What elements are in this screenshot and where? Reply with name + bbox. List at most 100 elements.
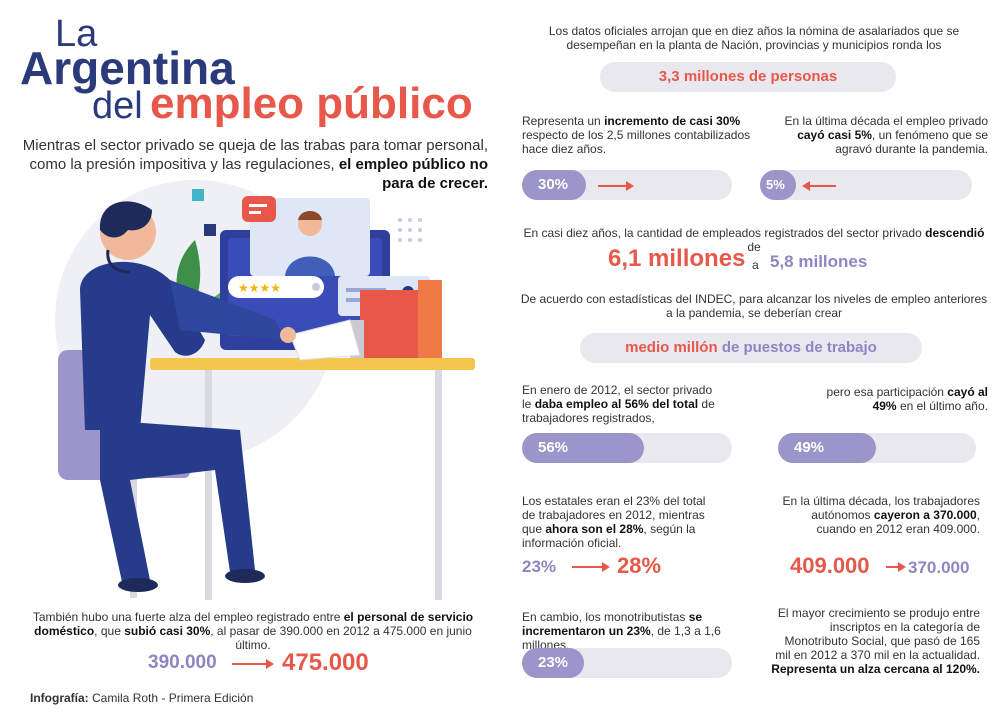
deco-square-teal xyxy=(192,189,204,201)
state-text-b: ahora son el 28% xyxy=(545,522,644,536)
monotax-text-b: se incrementaron un 23% xyxy=(522,610,703,638)
medio-millon-a: medio millón xyxy=(625,339,718,356)
indec-text: De acuerdo con estadísticas del INDEC, p… xyxy=(520,292,988,320)
medio-millon-label: medio millón de puestos de trabajo xyxy=(580,333,922,363)
man-hand xyxy=(280,327,296,343)
title-del: del xyxy=(92,85,143,127)
medio-millon-pill: medio millón de puestos de trabajo xyxy=(580,333,922,363)
increment-text-a: Representa un xyxy=(522,114,601,128)
domestic-text-e: , al pasar de 390.000 en 2012 a 475.000 … xyxy=(210,624,472,652)
monotax-text-a: En cambio, los monotributistas xyxy=(522,610,686,624)
domestic-text: También hubo una fuerte alza del empleo … xyxy=(18,610,488,652)
credit-value: Camila Roth - Primera Edición xyxy=(92,691,254,705)
man-shoe xyxy=(118,578,158,592)
self-employed-text-a: En la última década, los trabajadores au… xyxy=(782,494,980,522)
domestic-to: 475.000 xyxy=(282,649,369,676)
domestic-from: 390.000 xyxy=(148,652,217,673)
social-monotax-text-b: Representa un alza cercana al 120%. xyxy=(771,662,980,676)
intro-bold: el empleo público no para de crecer. xyxy=(338,156,488,192)
increment-bar-fill: 30% xyxy=(522,170,586,200)
private-drop-text-b: cayó casi 5% xyxy=(797,128,872,142)
domestic-text-b: el personal de servicio doméstico xyxy=(34,610,474,638)
credit-label: Infografía: xyxy=(30,691,89,705)
binder-orange xyxy=(418,280,442,362)
self-employed-text-b: cayeron a 370.000 xyxy=(873,508,977,522)
share-now-bar: 49% xyxy=(778,433,976,463)
share-now-text-a: pero esa participación xyxy=(826,385,944,399)
man-arm xyxy=(170,280,285,340)
self-employed-text: En la última década, los trabajadores au… xyxy=(780,494,980,536)
domestic-text-c: , que xyxy=(94,624,121,638)
descent-text: En casi diez años, la cantidad de emplea… xyxy=(520,226,988,254)
state-to: 28% xyxy=(617,553,662,578)
intro-text: Mientras el sector privado se queja de l… xyxy=(18,136,488,193)
intro-plain: Mientras el sector privado se queja de l… xyxy=(22,137,488,173)
headset xyxy=(106,249,131,274)
person-body xyxy=(285,256,335,276)
increment-text-c: respecto de los 2,5 millones contabiliza… xyxy=(522,128,751,156)
self-employed-from: 409.000 xyxy=(790,553,870,578)
man-legs xyxy=(100,420,255,582)
share-2012-text-a: En enero de 2012, el sector privado le xyxy=(522,383,713,411)
monotax-text: En cambio, los monotributistas se increm… xyxy=(522,610,762,652)
increment-arrow xyxy=(598,181,634,191)
person-hair xyxy=(298,211,322,220)
state-text-a: Los estatales eran el 23% del total de t… xyxy=(522,494,706,536)
right-intro: Los datos oficiales arrojan que en diez … xyxy=(548,24,960,52)
private-drop-text-c: , un fenómeno que se agravó durante la p… xyxy=(835,128,988,156)
total-label: 3,3 millones de personas xyxy=(658,68,838,85)
dots-pattern xyxy=(398,218,422,242)
credit: Infografía: Camila Roth - Primera Edició… xyxy=(30,691,253,705)
increment-text-b: incremento de casi 30% xyxy=(604,114,741,128)
share-2012-text-b: daba empleo al 56% del total xyxy=(534,397,699,411)
man-hair xyxy=(99,201,152,238)
descent-from: 6,1 millones xyxy=(608,245,746,272)
private-drop-text: En la última década el empleo privado ca… xyxy=(770,114,988,156)
share-now-text-b: cayó al 49% xyxy=(872,385,988,413)
self-employed-text-c: , cuando en 2012 eran 409.000. xyxy=(816,508,980,536)
domestic-text-d: subió casi 30% xyxy=(124,624,211,638)
medio-millon-b: de puestos de trabajo xyxy=(721,339,877,356)
desk-leg xyxy=(435,370,442,600)
title-la: La xyxy=(55,13,98,55)
descent-text-a: En casi diez años, la cantidad de emplea… xyxy=(523,226,922,240)
state-from: 23% xyxy=(522,557,557,576)
desk-top xyxy=(150,358,475,370)
total-pill: 3,3 millones de personas xyxy=(600,62,896,92)
private-drop-arrow xyxy=(802,181,836,191)
share-2012-text-c: de trabajadores registrados, xyxy=(522,397,715,425)
state-arrow xyxy=(572,562,610,572)
increment-text: Representa un incremento de casi 30% res… xyxy=(522,114,752,156)
title-argentina: Argentina xyxy=(20,42,235,94)
monotax-bar-fill: 23% xyxy=(522,648,584,678)
private-drop-bar: 5% xyxy=(760,170,972,200)
descent-text-c: de xyxy=(747,240,761,254)
social-monotax-text: El mayor crecimiento se produjo entre in… xyxy=(770,606,980,676)
monotax-bar: 23% xyxy=(522,648,732,678)
descent-text-b: descendió xyxy=(925,226,985,240)
share-now-text: pero esa participación cayó al 49% en el… xyxy=(800,385,988,413)
private-drop-text-a: En la última década el empleo privado xyxy=(784,114,988,128)
man-shoe xyxy=(225,569,265,583)
chat-bubble xyxy=(242,196,276,222)
state-text: Los estatales eran el 23% del total de t… xyxy=(522,494,712,550)
rating-bar xyxy=(228,276,324,298)
svg-text:★★★★: ★★★★ xyxy=(238,281,281,295)
self-employed-to: 370.000 xyxy=(908,558,970,577)
share-2012-bar-fill: 56% xyxy=(522,433,644,463)
domestic-text-a: También hubo una fuerte alza del empleo … xyxy=(32,610,341,624)
office-illustration: ★★★★ xyxy=(55,180,475,600)
deco-square-blue xyxy=(204,224,216,236)
desk-leg xyxy=(205,370,212,600)
state-text-c: , según la información oficial. xyxy=(522,522,696,550)
descent-a: a xyxy=(752,258,759,272)
share-now-text-c: en el último año. xyxy=(899,399,988,413)
share-2012-bar: 56% xyxy=(522,433,732,463)
man-torso xyxy=(80,261,205,430)
private-drop-bar-fill: 5% xyxy=(760,170,796,200)
paper xyxy=(289,319,361,361)
share-2012-text: En enero de 2012, el sector privado le d… xyxy=(522,383,722,425)
share-now-bar-fill: 49% xyxy=(778,433,876,463)
descent-to: 5,8 millones xyxy=(770,252,868,271)
title-empleo-publico: empleo público xyxy=(150,79,473,128)
